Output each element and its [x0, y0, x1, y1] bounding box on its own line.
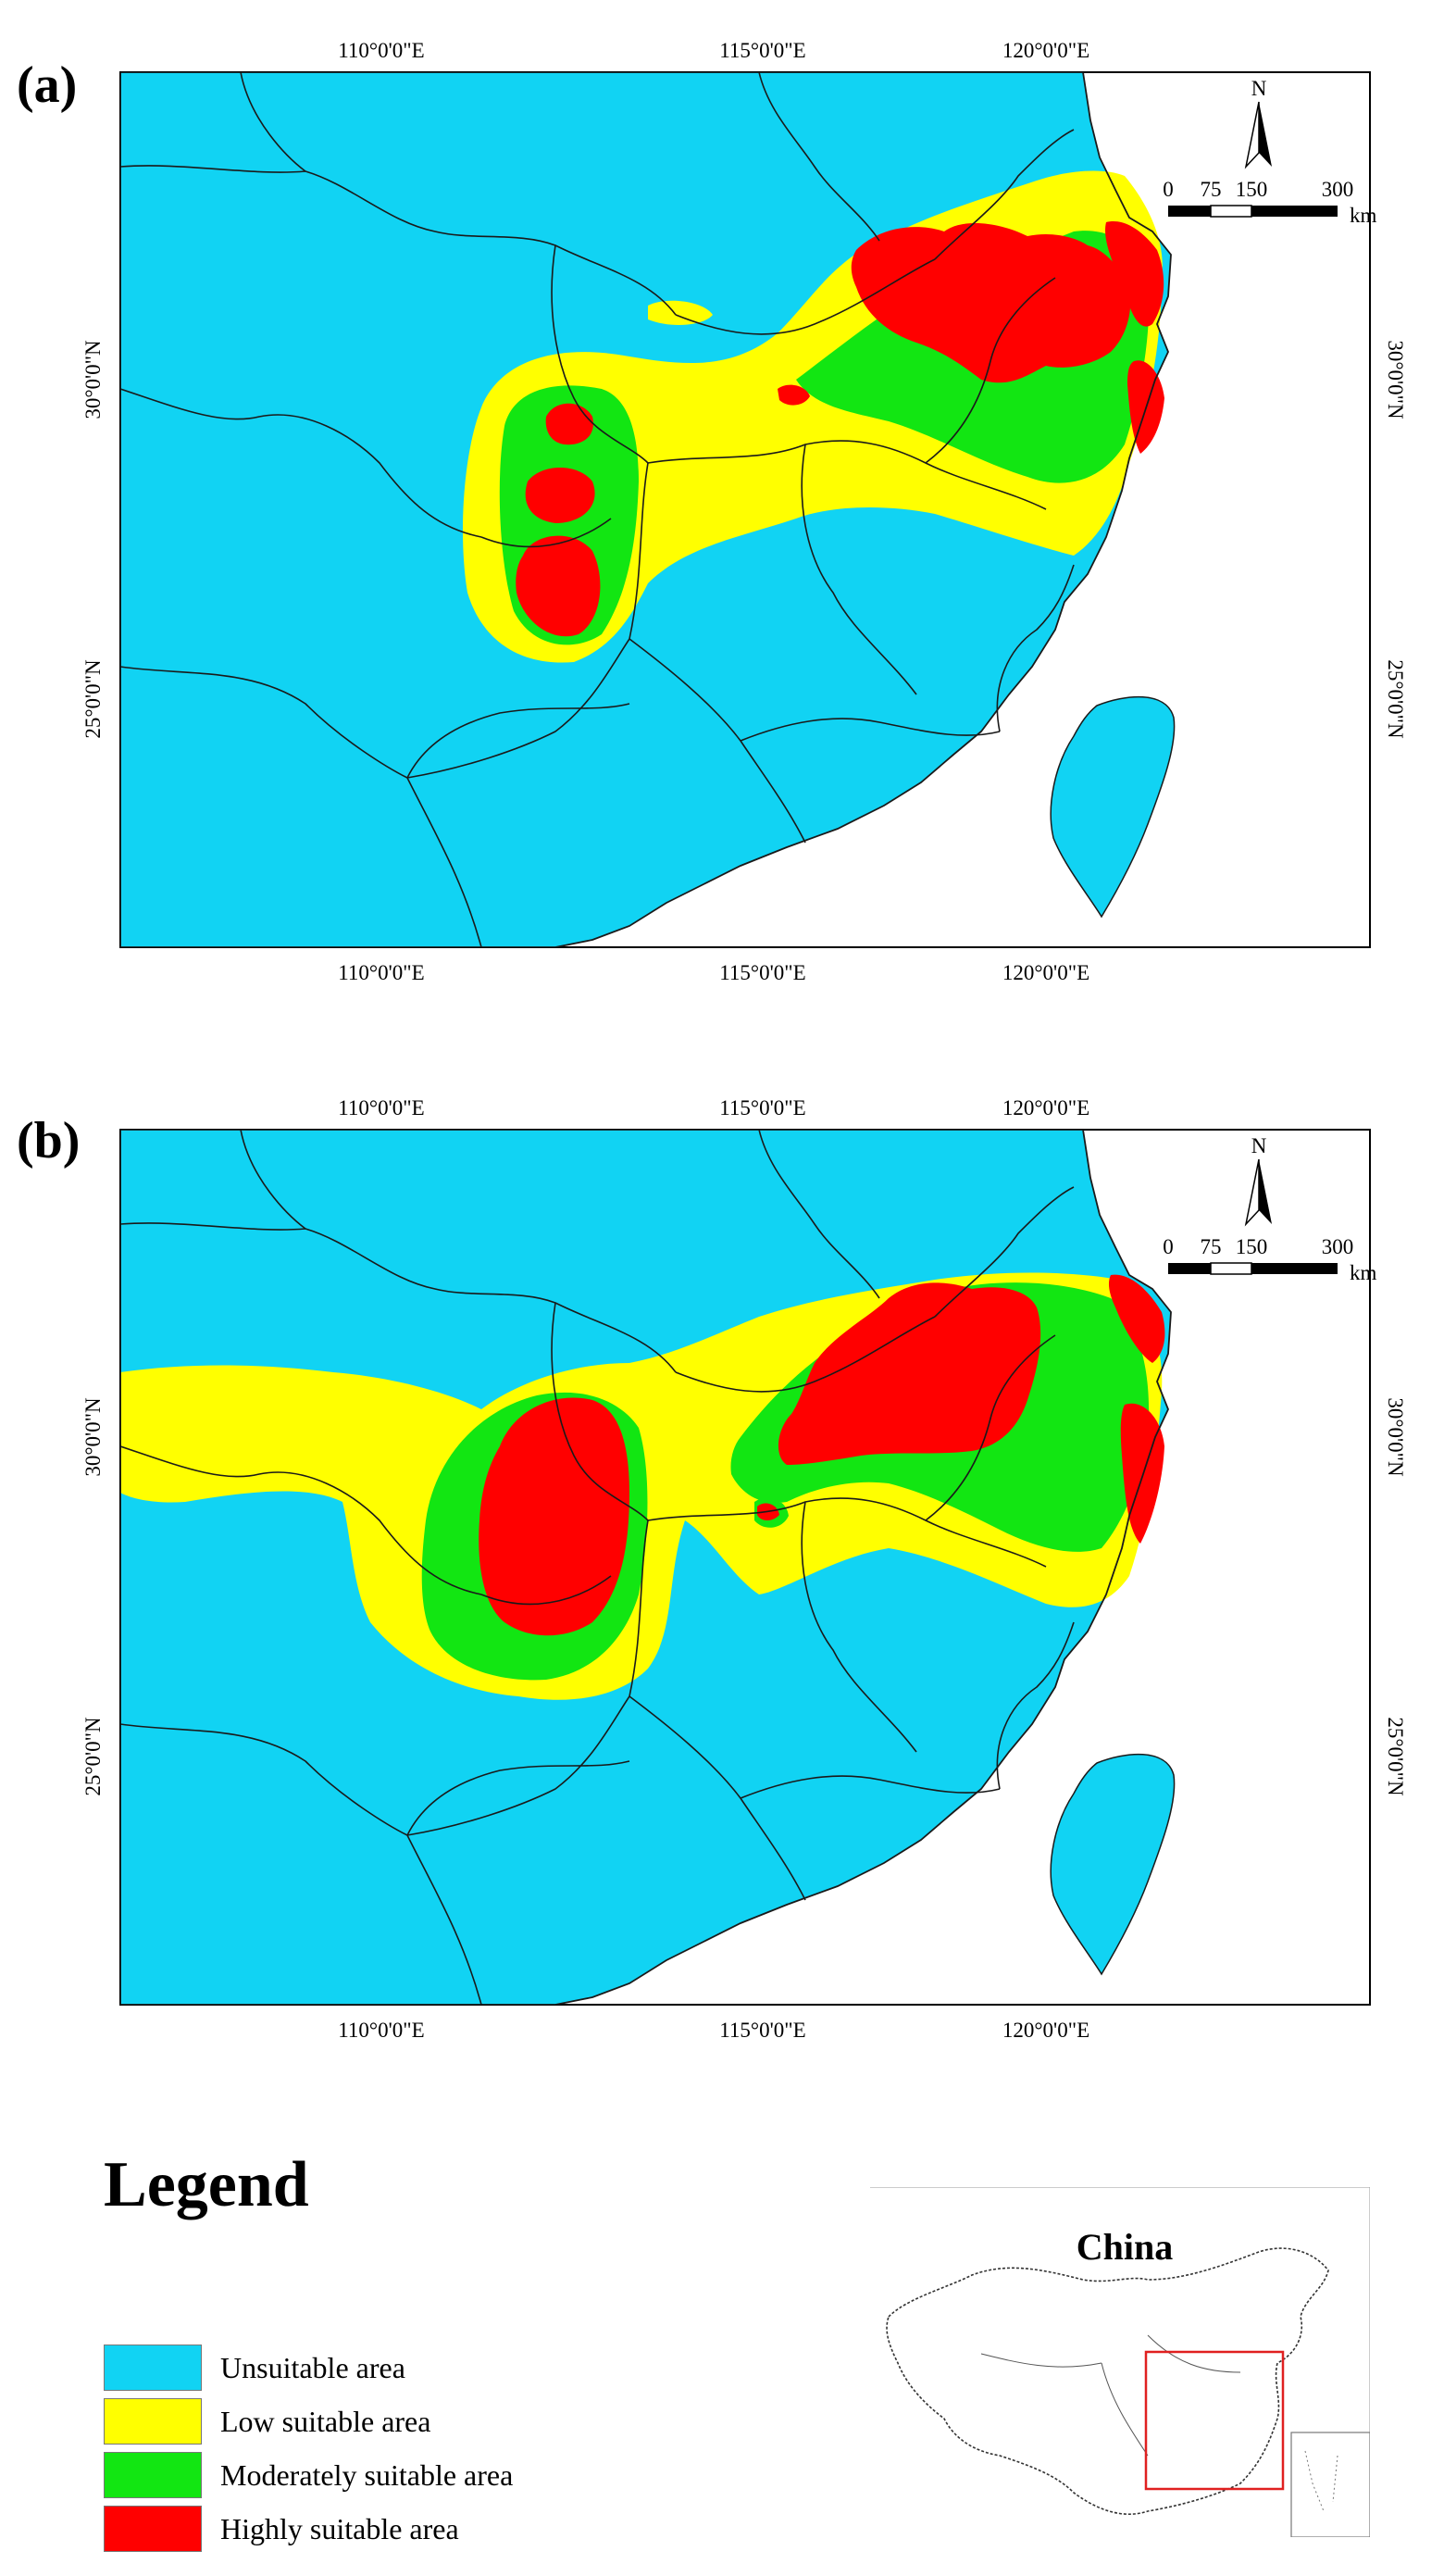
- svg-text:300: 300: [1322, 1235, 1354, 1258]
- lon-label-bottom-115-b: 115°0'0"E: [719, 2019, 805, 2042]
- high-suitable-core-east-b: [778, 1282, 1041, 1465]
- china-outline: [886, 2247, 1329, 2515]
- legend-title: Legend: [104, 2149, 309, 2220]
- svg-text:km: km: [1350, 204, 1377, 227]
- lat-label-right-25-a: 25°0'0"N: [1384, 659, 1407, 739]
- china-inset-map: China: [870, 2186, 1371, 2538]
- north-arrow-icon-b: N: [1244, 1134, 1272, 1227]
- legend-item-unsuitable: Unsuitable area: [104, 2343, 405, 2393]
- lat-label-right-30-b: 30°0'0"N: [1384, 1397, 1407, 1477]
- lon-label-top-120-b: 120°0'0"E: [1002, 1096, 1089, 1119]
- lon-label-bottom-115-a: 115°0'0"E: [719, 961, 805, 984]
- lon-label-bottom-110-b: 110°0'0"E: [338, 2019, 424, 2042]
- panel-a-label: (a): [17, 56, 78, 114]
- legend-item-low: Low suitable area: [104, 2396, 430, 2446]
- province-borders-b: [120, 1130, 1075, 2005]
- high-suitable-core-west-a: [516, 403, 601, 637]
- high-suitable-coast-b: [1108, 1274, 1165, 1544]
- svg-text:75: 75: [1201, 1235, 1222, 1258]
- svg-text:75: 75: [1201, 178, 1222, 201]
- lat-label-right-25-b: 25°0'0"N: [1384, 1717, 1407, 1796]
- legend-label-unsuitable: Unsuitable area: [220, 2350, 405, 2384]
- lon-label-bottom-120-a: 120°0'0"E: [1002, 961, 1089, 984]
- svg-text:150: 150: [1236, 178, 1268, 201]
- lon-label-top-115-a: 115°0'0"E: [719, 39, 805, 62]
- svg-text:km: km: [1350, 1261, 1377, 1284]
- legend-label-moderate: Moderately suitable area: [220, 2457, 514, 2492]
- inset-title: China: [1077, 2226, 1174, 2268]
- lon-label-bottom-110-a: 110°0'0"E: [338, 961, 424, 984]
- lat-label-left-30-b: 30°0'0"N: [81, 1397, 105, 1477]
- legend-swatch-unsuitable: [104, 2345, 202, 2391]
- province-borders-a: [120, 72, 1075, 947]
- high-suitable-spot-a: [778, 384, 810, 406]
- svg-text:0: 0: [1163, 1235, 1174, 1258]
- map-panel-b: 110°0'0"E 115°0'0"E 120°0'0"E 110°0'0"E …: [81, 1096, 1407, 2042]
- svg-text:150: 150: [1236, 1235, 1268, 1258]
- high-suitable-core-west-b: [479, 1397, 629, 1636]
- svg-text:N: N: [1251, 1134, 1267, 1157]
- legend-swatch-moderate: [104, 2452, 202, 2498]
- south-china-sea-inset: [1290, 2432, 1371, 2538]
- high-suitable-core-east-a: [851, 222, 1131, 383]
- scale-bar-a: 0 75 150 300 km: [1163, 178, 1376, 227]
- lon-label-top-110-b: 110°0'0"E: [338, 1096, 424, 1119]
- legend-label-high: Highly suitable area: [220, 2511, 459, 2545]
- lon-label-top-110-a: 110°0'0"E: [338, 39, 424, 62]
- north-arrow-icon-a: N: [1244, 77, 1272, 169]
- scale-bar-b: 0 75 150 300 km: [1163, 1235, 1376, 1284]
- legend-label-low: Low suitable area: [220, 2404, 431, 2438]
- lon-label-top-120-a: 120°0'0"E: [1002, 39, 1089, 62]
- legend-swatch-low: [104, 2398, 202, 2445]
- legend-swatch-high: [104, 2506, 202, 2552]
- svg-text:300: 300: [1322, 178, 1354, 201]
- lon-label-top-115-b: 115°0'0"E: [719, 1096, 805, 1119]
- panel-b-label: (b): [17, 1112, 81, 1169]
- svg-text:0: 0: [1163, 178, 1174, 201]
- legend-item-moderate: Moderately suitable area: [104, 2450, 513, 2500]
- lon-label-bottom-120-b: 120°0'0"E: [1002, 2019, 1089, 2042]
- map-panel-a: 110°0'0"E 115°0'0"E 120°0'0"E 110°0'0"E …: [81, 39, 1407, 984]
- low-suitable-patch-a: [648, 300, 713, 326]
- svg-text:N: N: [1251, 77, 1267, 100]
- lat-label-left-30-a: 30°0'0"N: [81, 340, 105, 419]
- lat-label-left-25-b: 25°0'0"N: [81, 1717, 105, 1796]
- study-area-box: [1144, 2350, 1285, 2491]
- legend-item-high: Highly suitable area: [104, 2504, 459, 2554]
- lat-label-right-30-a: 30°0'0"N: [1384, 340, 1407, 419]
- lat-label-left-25-a: 25°0'0"N: [81, 659, 105, 739]
